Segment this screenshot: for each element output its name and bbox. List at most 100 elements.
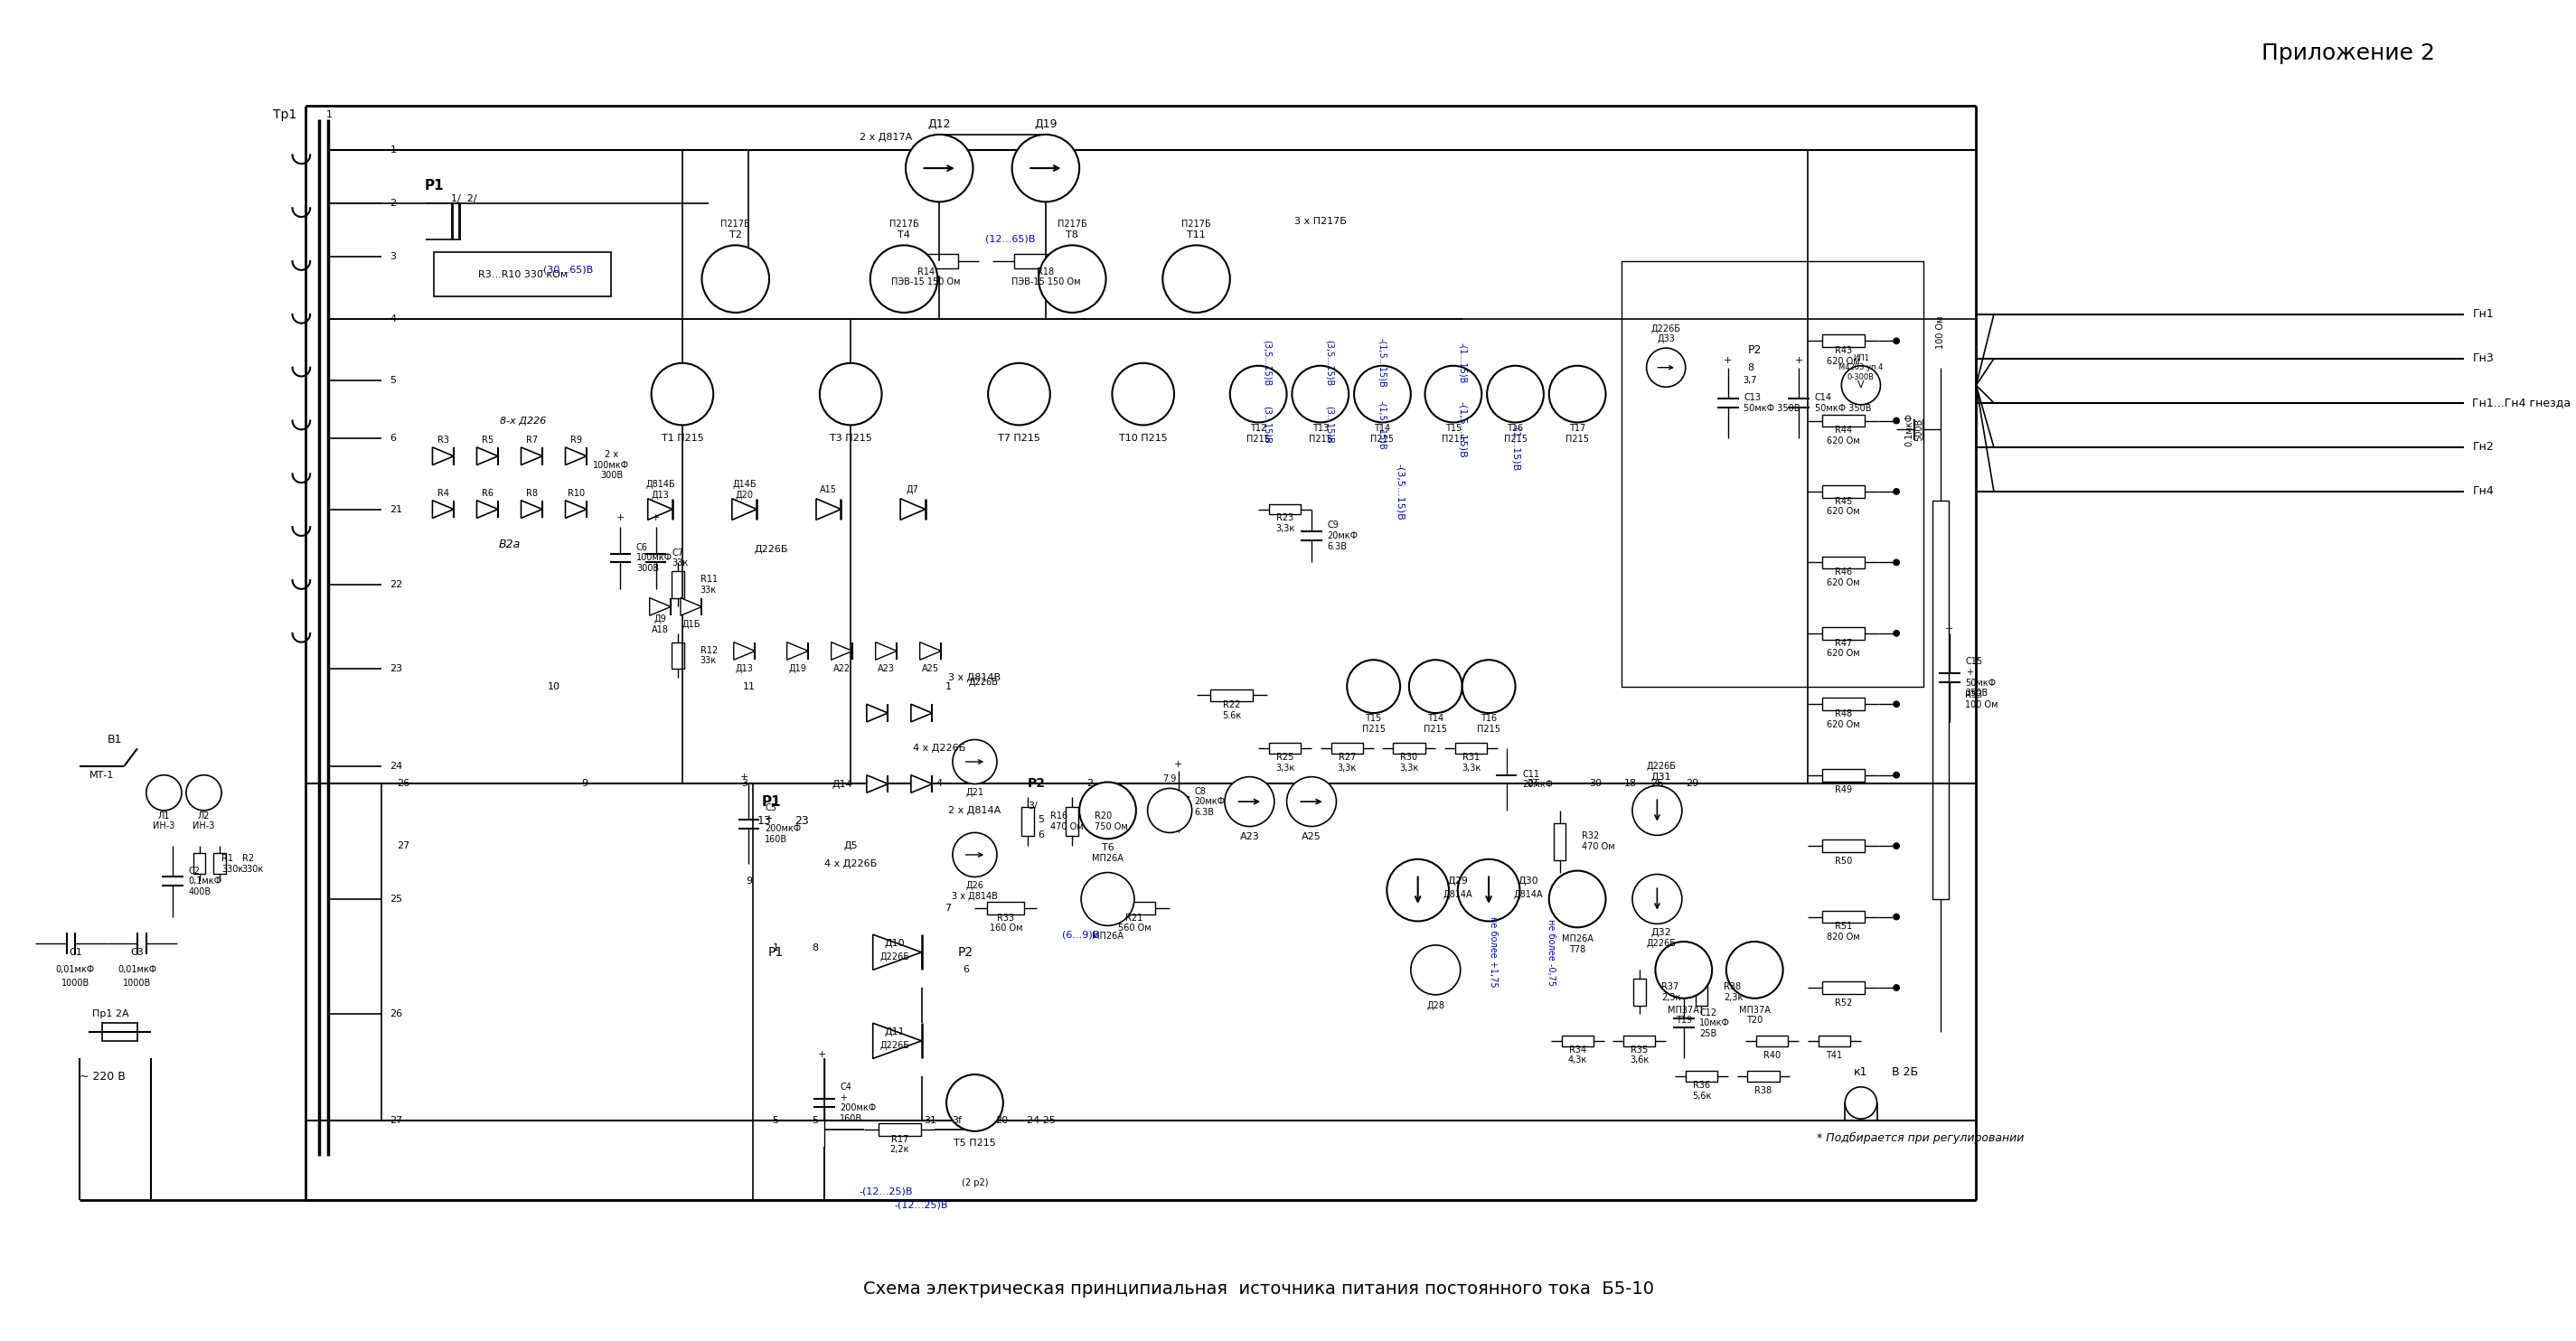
Text: 13: 13 <box>757 815 770 827</box>
Circle shape <box>1893 488 1901 495</box>
Text: Д9
А18: Д9 А18 <box>652 614 670 634</box>
Circle shape <box>1893 338 1901 345</box>
Bar <box>1270 743 1301 754</box>
Text: 10: 10 <box>549 683 559 691</box>
Text: T4: T4 <box>896 231 909 239</box>
Text: МП37А: МП37А <box>1667 1006 1700 1014</box>
Text: 21: 21 <box>389 504 402 514</box>
Text: V: V <box>1857 381 1865 390</box>
Text: Гн1...Гн4 гнезда: Гн1...Гн4 гнезда <box>2473 397 2571 409</box>
Text: Д5: Д5 <box>845 841 858 850</box>
Circle shape <box>819 363 881 425</box>
Polygon shape <box>520 448 544 465</box>
Text: 7.9: 7.9 <box>1162 774 1177 783</box>
Text: (2 р2): (2 р2) <box>961 1177 989 1187</box>
Polygon shape <box>912 704 933 721</box>
Circle shape <box>945 1074 1002 1132</box>
Text: Гн4: Гн4 <box>2473 485 2494 498</box>
Text: 2Б: 2Б <box>1651 779 1664 789</box>
Text: 26: 26 <box>389 1010 402 1019</box>
Circle shape <box>147 775 183 810</box>
Text: Р2: Р2 <box>958 945 974 959</box>
Circle shape <box>1893 559 1901 566</box>
Text: П217Б: П217Б <box>889 220 920 228</box>
Circle shape <box>1463 660 1515 713</box>
Text: R38
2,3к: R38 2,3к <box>1723 983 1744 1002</box>
Text: Д226Б: Д226Б <box>969 677 999 687</box>
Text: 1: 1 <box>389 146 397 156</box>
Circle shape <box>1146 789 1193 833</box>
Text: -(1...15)В: -(1...15)В <box>1458 342 1466 384</box>
Text: R37
2,3к: R37 2,3к <box>1662 983 1682 1002</box>
Text: R7: R7 <box>526 436 538 445</box>
Circle shape <box>652 363 714 425</box>
Text: 3f: 3f <box>953 1116 961 1125</box>
Text: +: + <box>739 772 750 782</box>
Polygon shape <box>564 448 587 465</box>
Bar <box>1757 1035 1788 1046</box>
Text: +: + <box>616 514 623 523</box>
Text: Пр1 2А: Пр1 2А <box>93 1010 129 1019</box>
Text: С13
50мкФ 350В: С13 50мкФ 350В <box>1744 393 1801 413</box>
Text: Д226Б: Д226Б <box>1646 939 1677 948</box>
Bar <box>1113 901 1157 915</box>
Bar <box>435 252 611 296</box>
Text: 1: 1 <box>945 683 951 691</box>
Text: R6: R6 <box>482 488 492 498</box>
Text: R3...R10 330 кОм: R3...R10 330 кОм <box>479 270 567 279</box>
Circle shape <box>989 363 1051 425</box>
Text: +: + <box>819 1050 827 1058</box>
Text: 2: 2 <box>1087 779 1092 789</box>
Text: C7
33к: C7 33к <box>672 548 688 567</box>
Polygon shape <box>866 704 889 721</box>
Polygon shape <box>680 598 701 616</box>
Bar <box>1561 1035 1595 1046</box>
Circle shape <box>1726 941 1783 998</box>
Text: R11
33к: R11 33к <box>701 575 716 594</box>
Text: C11
20мкФ: C11 20мкФ <box>1522 770 1553 790</box>
Text: В1: В1 <box>108 734 124 746</box>
Text: R36
5,6к: R36 5,6к <box>1692 1081 1710 1100</box>
Text: МП26А: МП26А <box>1092 932 1123 941</box>
Text: ~ 220 В: ~ 220 В <box>80 1070 126 1082</box>
Text: Д32: Д32 <box>1651 928 1672 937</box>
Circle shape <box>1113 363 1175 425</box>
Bar <box>1623 261 1922 687</box>
Text: Гн1: Гн1 <box>2473 308 2494 320</box>
Text: R40: R40 <box>1765 1050 1780 1059</box>
Text: C12
10мкФ
25В: C12 10мкФ 25В <box>1700 1008 1731 1038</box>
Bar <box>1747 1071 1780 1082</box>
Text: P2: P2 <box>1747 343 1762 355</box>
Text: R23
3,3к: R23 3,3к <box>1275 514 1296 534</box>
Text: 5: 5 <box>773 1116 778 1125</box>
Text: П217Б: П217Б <box>1182 220 1211 228</box>
Text: А23: А23 <box>878 664 894 673</box>
Polygon shape <box>873 1023 922 1058</box>
Circle shape <box>1285 776 1337 826</box>
Text: 1000В: 1000В <box>62 979 90 988</box>
Text: T16
П215: T16 П215 <box>1504 424 1528 444</box>
Polygon shape <box>649 598 670 616</box>
Circle shape <box>1079 782 1136 839</box>
Text: R53
100 Ом: R53 100 Ом <box>1965 691 1996 709</box>
Text: (3...15)В: (3...15)В <box>1324 406 1334 444</box>
Text: R1
330к: R1 330к <box>222 854 245 873</box>
Bar <box>1394 743 1425 754</box>
Circle shape <box>1893 700 1901 708</box>
Text: C9
20мкФ
6.3В: C9 20мкФ 6.3В <box>1327 520 1358 551</box>
Polygon shape <box>734 642 755 660</box>
Text: R9: R9 <box>569 436 582 445</box>
Text: 1: 1 <box>773 943 778 952</box>
Circle shape <box>1347 660 1401 713</box>
Text: (3...15)В: (3...15)В <box>1262 406 1273 444</box>
Text: R2
330к: R2 330к <box>242 854 263 873</box>
Polygon shape <box>786 642 809 660</box>
Bar <box>1015 253 1077 268</box>
Text: R5: R5 <box>482 436 495 445</box>
Text: Д33: Д33 <box>1656 335 1674 343</box>
Text: Т41: Т41 <box>1826 1050 1842 1059</box>
Text: T1 П215: T1 П215 <box>662 434 703 443</box>
Text: R46
620 Ом: R46 620 Ом <box>1826 567 1860 587</box>
Text: Т5 П215: Т5 П215 <box>953 1139 997 1148</box>
Text: -(1,5...15)В: -(1,5...15)В <box>1458 401 1466 457</box>
